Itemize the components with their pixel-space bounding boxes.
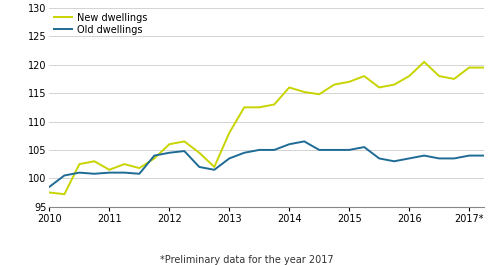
New dwellings <box>151 157 157 160</box>
Old dwellings <box>91 172 97 175</box>
Old dwellings <box>226 157 232 160</box>
Old dwellings <box>196 165 202 169</box>
Old dwellings <box>466 154 472 157</box>
Old dwellings <box>77 171 82 174</box>
Old dwellings <box>122 171 127 174</box>
Old dwellings <box>406 157 412 160</box>
Old dwellings <box>271 148 277 152</box>
Text: *Preliminary data for the year 2017: *Preliminary data for the year 2017 <box>160 255 334 265</box>
New dwellings <box>376 86 382 89</box>
New dwellings <box>466 66 472 69</box>
Old dwellings <box>451 157 457 160</box>
New dwellings <box>346 80 352 83</box>
New dwellings <box>316 93 322 96</box>
Line: Old dwellings: Old dwellings <box>49 142 494 187</box>
Old dwellings <box>301 140 307 143</box>
New dwellings <box>361 74 367 78</box>
New dwellings <box>61 193 67 196</box>
Old dwellings <box>46 185 52 188</box>
New dwellings <box>77 162 82 166</box>
New dwellings <box>301 90 307 94</box>
Old dwellings <box>481 154 487 157</box>
New dwellings <box>391 83 397 86</box>
New dwellings <box>406 74 412 78</box>
New dwellings <box>451 77 457 81</box>
New dwellings <box>136 166 142 170</box>
New dwellings <box>106 168 112 171</box>
Old dwellings <box>136 172 142 175</box>
New dwellings <box>122 162 127 166</box>
Old dwellings <box>436 157 442 160</box>
Line: New dwellings: New dwellings <box>49 33 494 194</box>
Old dwellings <box>256 148 262 152</box>
Old dwellings <box>376 157 382 160</box>
Old dwellings <box>361 145 367 149</box>
New dwellings <box>331 83 337 86</box>
Old dwellings <box>331 148 337 152</box>
New dwellings <box>421 60 427 64</box>
Old dwellings <box>391 160 397 163</box>
Legend: New dwellings, Old dwellings: New dwellings, Old dwellings <box>52 11 149 37</box>
New dwellings <box>46 191 52 194</box>
New dwellings <box>287 86 292 89</box>
Old dwellings <box>166 151 172 154</box>
New dwellings <box>241 106 247 109</box>
New dwellings <box>271 103 277 106</box>
New dwellings <box>196 151 202 154</box>
New dwellings <box>256 106 262 109</box>
Old dwellings <box>421 154 427 157</box>
Old dwellings <box>346 148 352 152</box>
New dwellings <box>226 131 232 134</box>
Old dwellings <box>106 171 112 174</box>
Old dwellings <box>61 174 67 177</box>
Old dwellings <box>211 168 217 171</box>
Old dwellings <box>287 143 292 146</box>
New dwellings <box>481 66 487 69</box>
Old dwellings <box>151 154 157 157</box>
New dwellings <box>436 74 442 78</box>
New dwellings <box>181 140 187 143</box>
Old dwellings <box>181 149 187 153</box>
New dwellings <box>91 160 97 163</box>
New dwellings <box>211 165 217 169</box>
New dwellings <box>166 143 172 146</box>
Old dwellings <box>241 151 247 154</box>
Old dwellings <box>316 148 322 152</box>
